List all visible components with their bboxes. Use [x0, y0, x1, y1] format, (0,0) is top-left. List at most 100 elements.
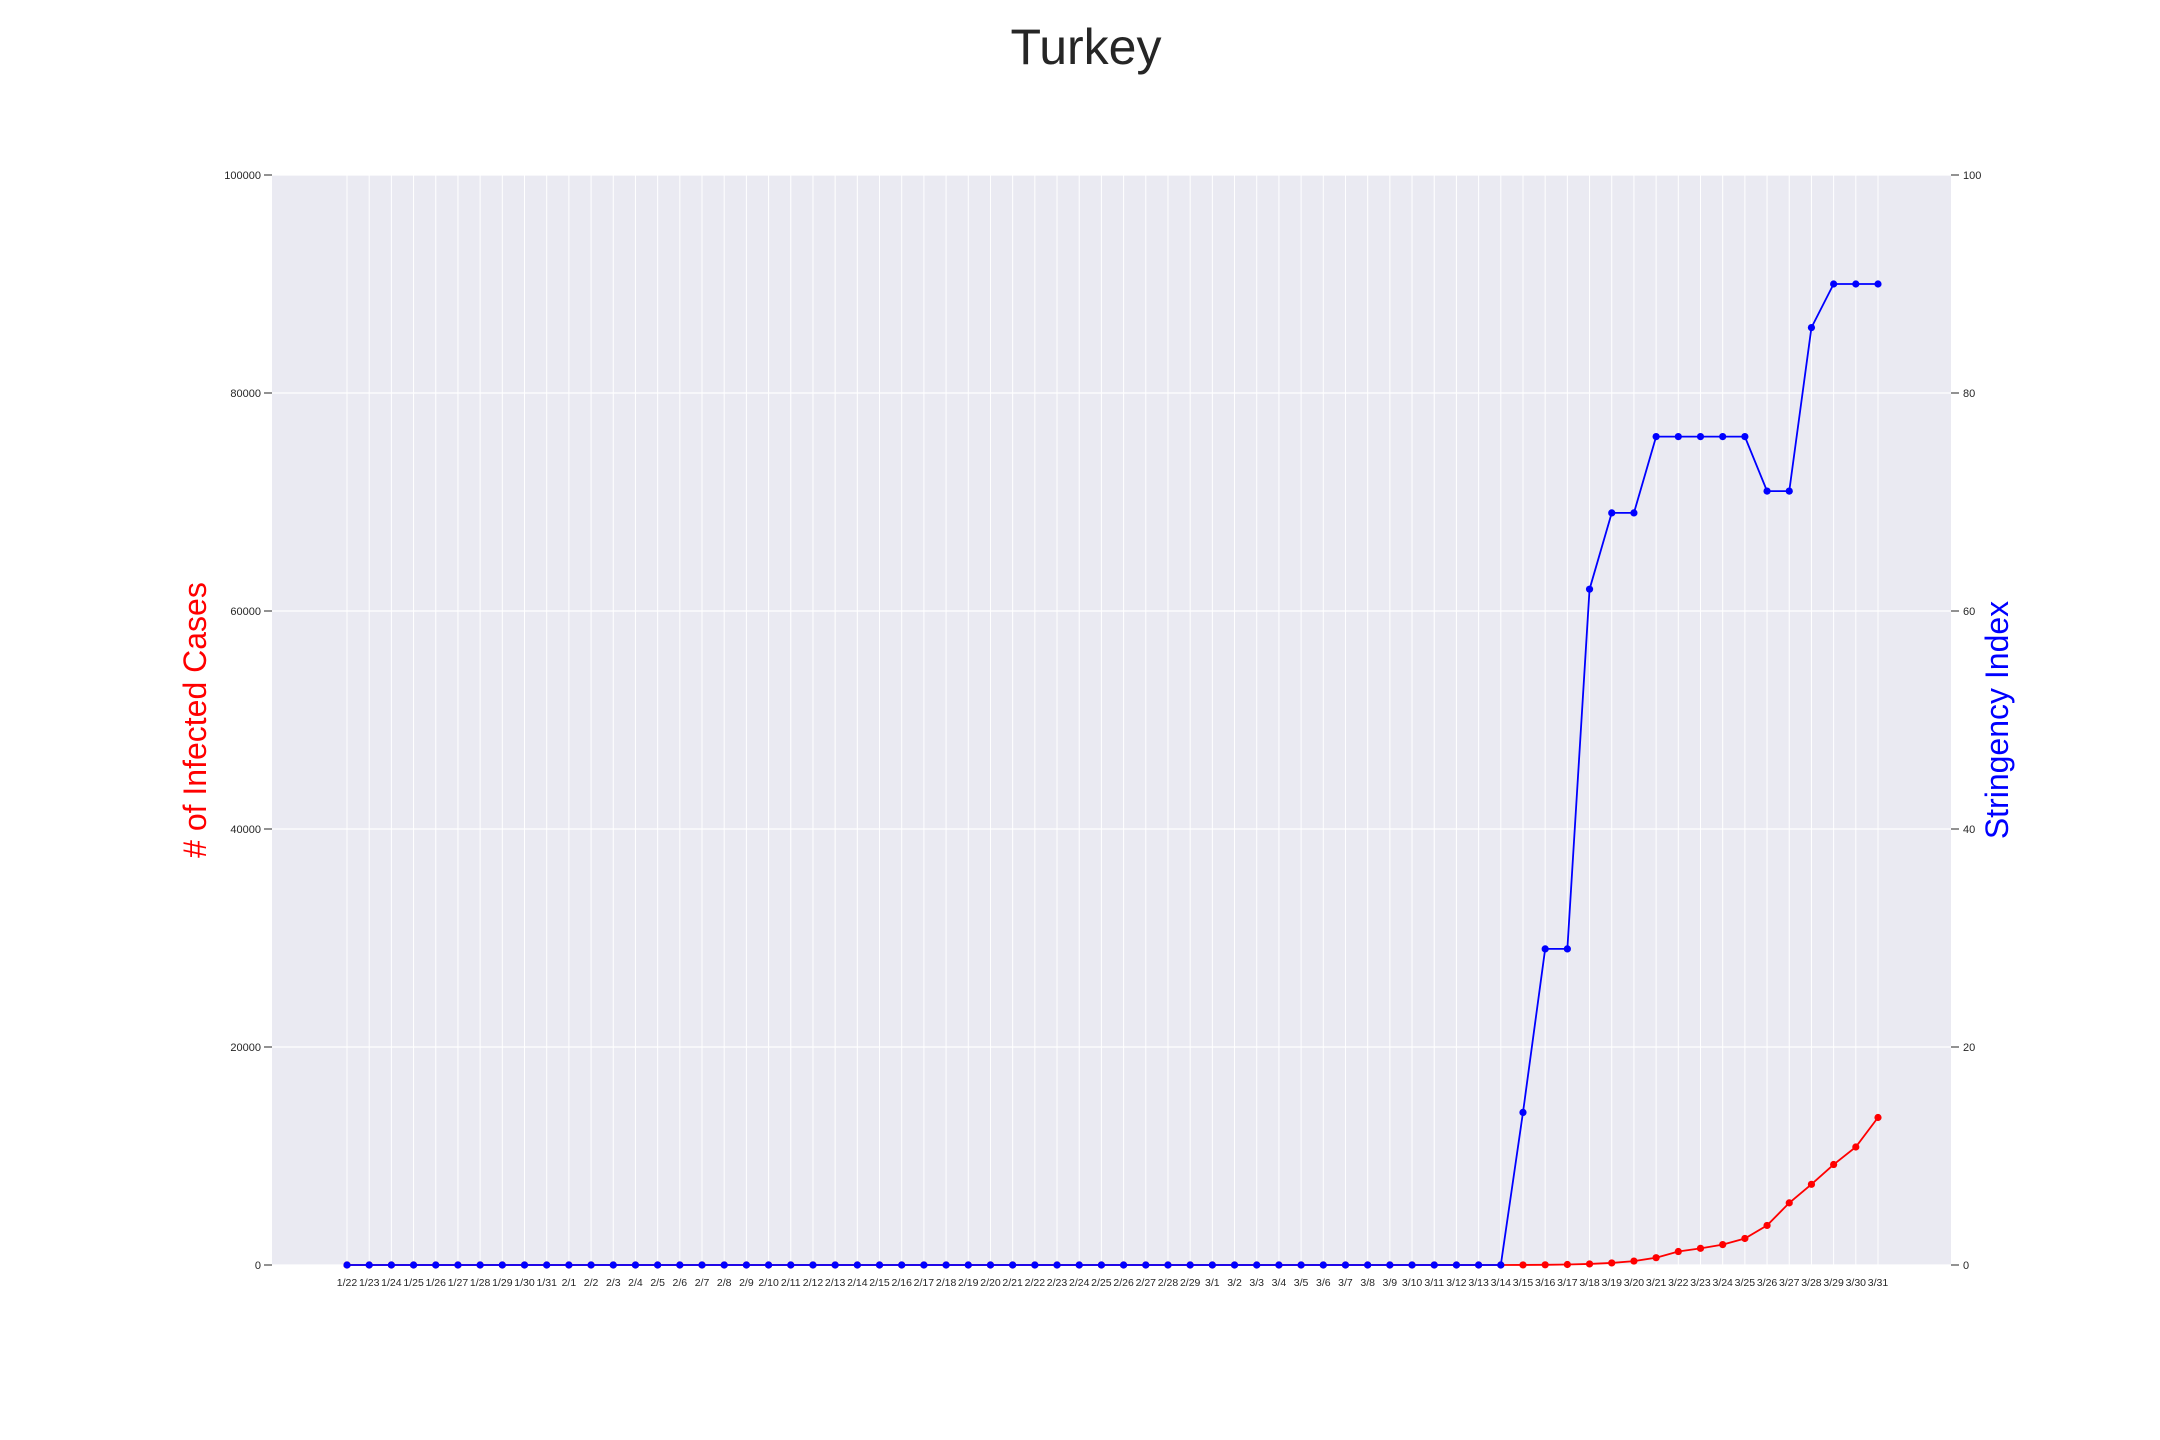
data-point-right	[1452, 1261, 1461, 1269]
data-point-right	[875, 1261, 884, 1269]
data-point-right	[1652, 433, 1660, 441]
x-tick-label: 1/29	[492, 1277, 513, 1289]
x-tick-label: 3/7	[1338, 1277, 1353, 1289]
data-point-right	[1519, 1108, 1527, 1116]
y-tick-label-left: 80000	[230, 388, 261, 400]
data-point-left	[1608, 1259, 1616, 1267]
data-point-right	[1186, 1261, 1194, 1269]
x-tick-label: 3/18	[1579, 1277, 1600, 1289]
chart-title: Turkey	[1011, 19, 1162, 75]
x-tick-label: 2/22	[1025, 1277, 1046, 1289]
x-tick-label: 2/3	[606, 1277, 621, 1289]
data-point-right	[698, 1261, 706, 1269]
x-tick-label: 3/6	[1316, 1277, 1331, 1289]
x-tick-label: 2/6	[673, 1277, 688, 1289]
y-tick-label-right: 0	[1963, 1260, 1969, 1272]
data-point-left	[1585, 1260, 1594, 1268]
data-point-right	[609, 1261, 617, 1269]
x-tick-label: 3/8	[1360, 1277, 1375, 1289]
grid	[272, 174, 1951, 1266]
plot-area	[272, 175, 1951, 1265]
data-point-right	[654, 1261, 662, 1269]
data-point-right	[920, 1261, 928, 1269]
data-point-right	[1563, 945, 1571, 953]
x-tick-label: 2/16	[891, 1277, 912, 1289]
x-tick-label: 2/7	[695, 1277, 710, 1289]
data-point-right	[1741, 433, 1749, 441]
data-point-left	[1785, 1199, 1793, 1207]
data-point-right	[1852, 280, 1860, 288]
x-tick-label: 2/9	[739, 1277, 754, 1289]
y-tick-label-left: 100000	[224, 170, 261, 182]
x-tick-label: 1/22	[337, 1277, 358, 1289]
data-point-right	[1386, 1261, 1394, 1269]
data-point-left	[1630, 1257, 1638, 1265]
data-point-right	[1874, 280, 1882, 288]
y-tick-label-left: 40000	[230, 824, 261, 836]
data-point-right	[1763, 487, 1771, 495]
y-tick-label-left: 60000	[230, 606, 261, 618]
x-tick-label: 2/27	[1136, 1277, 1157, 1289]
x-tick-label: 3/12	[1446, 1277, 1467, 1289]
data-point-right	[587, 1261, 595, 1269]
x-tick-label: 2/23	[1047, 1277, 1068, 1289]
data-point-right	[1208, 1261, 1216, 1269]
y-tick-label-right: 60	[1963, 606, 1975, 618]
x-tick-label: 3/28	[1801, 1277, 1822, 1289]
data-point-left	[1852, 1143, 1860, 1151]
x-tick-label: 3/3	[1249, 1277, 1264, 1289]
series	[343, 280, 1882, 1269]
x-tick-label: 2/13	[825, 1277, 846, 1289]
data-point-right	[742, 1261, 750, 1269]
x-tick-label: 2/5	[650, 1277, 665, 1289]
x-tick-label: 3/1	[1205, 1277, 1220, 1289]
data-point-right	[1807, 324, 1816, 332]
x-tick-label: 2/26	[1113, 1277, 1134, 1289]
x-tick-label: 2/17	[914, 1277, 935, 1289]
data-point-right	[1253, 1261, 1261, 1269]
x-tick-label: 3/26	[1757, 1277, 1778, 1289]
data-point-right	[853, 1261, 861, 1269]
data-point-right	[1319, 1261, 1327, 1269]
data-point-right	[1541, 945, 1549, 953]
series-line-right	[347, 283, 1878, 1266]
x-tick-label: 3/16	[1535, 1277, 1556, 1289]
x-tick-label: 3/14	[1491, 1277, 1512, 1289]
data-point-right	[387, 1261, 395, 1269]
y-tick-label-right: 80	[1963, 388, 1975, 400]
x-tick-label: 2/4	[628, 1277, 643, 1289]
x-tick-label: 1/27	[448, 1277, 469, 1289]
x-tick-label: 1/25	[403, 1277, 424, 1289]
data-point-right	[1341, 1261, 1350, 1269]
data-point-right	[432, 1261, 440, 1269]
x-tick-label: 3/13	[1468, 1277, 1489, 1289]
x-tick-label: 3/24	[1712, 1277, 1733, 1289]
x-tick-label: 3/15	[1513, 1277, 1534, 1289]
data-point-right	[1608, 509, 1616, 517]
x-tick-label: 2/2	[584, 1277, 599, 1289]
data-point-left	[1696, 1244, 1705, 1252]
data-point-right	[1075, 1261, 1083, 1269]
data-point-left	[1541, 1261, 1549, 1269]
data-point-right	[1119, 1261, 1128, 1269]
x-tick-label: 3/19	[1602, 1277, 1623, 1289]
data-point-right	[764, 1261, 773, 1269]
x-tick-label: 3/21	[1646, 1277, 1667, 1289]
x-tick-label: 1/24	[381, 1277, 402, 1289]
x-tick-label: 3/5	[1294, 1277, 1309, 1289]
x-tick-label: 3/23	[1690, 1277, 1711, 1289]
x-tick-label: 2/11	[781, 1277, 801, 1289]
data-point-left	[1741, 1234, 1749, 1243]
data-point-right	[1674, 433, 1682, 441]
data-point-right	[565, 1261, 573, 1269]
x-tick-label: 1/26	[426, 1277, 447, 1289]
data-point-right	[1497, 1261, 1505, 1269]
x-tick-label: 2/20	[980, 1277, 1001, 1289]
data-point-right	[1785, 487, 1793, 495]
data-point-right	[543, 1261, 551, 1269]
data-point-right	[1230, 1261, 1239, 1269]
data-point-right	[1009, 1261, 1017, 1269]
data-point-right	[520, 1261, 529, 1269]
y-tick-label-right: 40	[1963, 824, 1975, 836]
